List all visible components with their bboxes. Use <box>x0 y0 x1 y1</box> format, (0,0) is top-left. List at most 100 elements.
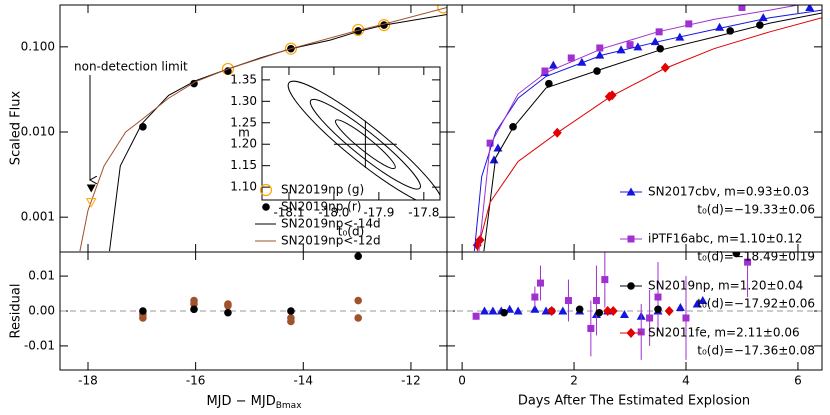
legend-label: SN2019np (r) <box>281 200 361 214</box>
x-tick-label: -17.8 <box>408 206 439 220</box>
data-point <box>601 276 609 284</box>
fit-curve <box>483 12 822 252</box>
data-point <box>354 296 362 305</box>
data-point <box>224 67 232 75</box>
data-point <box>548 60 558 69</box>
data-point <box>698 296 708 305</box>
legend-label: SN2019np, m=1.20±0.04 <box>648 279 803 293</box>
x-axis-title: MJD − MJDBmax <box>206 394 302 411</box>
data-point <box>595 308 604 317</box>
x-tick-label: -17.9 <box>363 206 394 220</box>
data-point <box>660 62 670 73</box>
x-tick-label: -16 <box>186 374 206 388</box>
data-point <box>488 306 498 315</box>
x-tick-label: -18 <box>78 374 98 388</box>
legend-fit: t₀(d)=−17.36±0.08 <box>697 344 815 358</box>
data-point <box>530 304 540 313</box>
plot-area <box>139 252 362 326</box>
legend-label: SN2019np<-14d <box>281 217 381 231</box>
data-point <box>531 293 539 301</box>
y-tick-label: 0.00 <box>28 304 55 318</box>
data-point <box>654 293 662 301</box>
data-point <box>547 306 557 316</box>
x-axis-title-sub: Bmax <box>276 401 302 411</box>
y-tick-label: 1.35 <box>230 72 257 86</box>
legend-marker <box>262 203 270 211</box>
annotation: non-detection limit <box>74 60 188 74</box>
inset-background <box>262 67 440 200</box>
x-tick-label: 2 <box>570 374 578 388</box>
legend-label: SN2017cbv, m=0.93±0.03 <box>648 185 809 199</box>
x-axis-title: Days After The Estimated Explosion <box>518 394 750 409</box>
legend-label: SN2019np (g) <box>281 183 364 197</box>
data-point <box>139 307 147 315</box>
data-point <box>472 312 480 320</box>
legend-marker <box>627 235 635 243</box>
data-point <box>575 305 584 314</box>
y-axis-title: Scaled Flux <box>9 91 24 166</box>
confidence-contour <box>287 80 440 200</box>
data-point <box>480 306 489 315</box>
plot-area <box>472 5 822 252</box>
data-point <box>626 41 634 49</box>
data-point <box>541 67 549 75</box>
data-point <box>682 314 690 322</box>
x-tick-label: 4 <box>682 374 690 388</box>
data-point <box>587 324 595 332</box>
data-point <box>744 258 752 266</box>
data-point <box>486 139 494 147</box>
legend-marker <box>626 187 636 196</box>
legend-label: iPTF16abc, m=1.10±0.12 <box>648 232 803 246</box>
y-tick-label: 0.100 <box>21 39 55 53</box>
data-point <box>354 252 362 260</box>
plot-area <box>472 252 752 360</box>
legend-marker <box>627 282 635 290</box>
data-point <box>224 301 232 310</box>
data-point <box>505 304 515 313</box>
data-point <box>646 314 654 322</box>
y-tick-label: 1.30 <box>230 94 257 108</box>
data-point <box>224 308 232 317</box>
data-point <box>675 303 685 312</box>
data-point <box>564 297 572 305</box>
data-point <box>608 306 618 316</box>
data-point <box>86 184 96 193</box>
plot-area <box>287 80 440 200</box>
fit-curve <box>79 7 447 252</box>
data-point <box>190 305 198 314</box>
y-tick-label: 0.01 <box>28 269 55 283</box>
x-tick-label: -18.1 <box>273 206 304 220</box>
y-tick-label: 0.001 <box>21 210 55 224</box>
inset-x-title: t₀(d) <box>338 225 365 239</box>
legend-fit: t₀(d)=−17.92±0.06 <box>697 297 815 311</box>
x-tick-label: 6 <box>794 374 802 388</box>
data-point <box>437 5 447 14</box>
data-point <box>715 22 725 31</box>
y-tick-label: 1.25 <box>230 115 257 129</box>
legend-label: SN2011fe, m=2.11±0.06 <box>648 326 800 340</box>
data-point <box>805 5 815 11</box>
data-point <box>692 299 702 308</box>
data-point <box>732 252 741 258</box>
confidence-contour <box>334 119 396 170</box>
data-point <box>567 54 575 62</box>
data-point <box>354 314 362 322</box>
data-point <box>545 79 553 88</box>
y-tick-label: 1.15 <box>230 158 257 172</box>
data-point <box>85 198 97 208</box>
data-point <box>637 328 645 336</box>
x-tick-label: -12 <box>401 374 421 388</box>
x-axis-title-main: MJD − MJD <box>206 394 275 409</box>
plot-area <box>79 5 447 252</box>
legend-fit: t₀(d)=−18.49±0.19 <box>697 250 815 264</box>
data-point <box>619 309 629 318</box>
data-point <box>656 44 665 53</box>
legend-label: SN2019np<-12d <box>281 234 381 248</box>
y-tick-label: -0.01 <box>24 338 55 352</box>
data-point <box>489 155 499 164</box>
y-axis-title: Residual <box>9 284 24 339</box>
y-tick-label: 1.10 <box>230 180 257 194</box>
x-tick-label: -14 <box>293 374 313 388</box>
data-point <box>500 308 508 317</box>
data-point <box>685 20 693 28</box>
